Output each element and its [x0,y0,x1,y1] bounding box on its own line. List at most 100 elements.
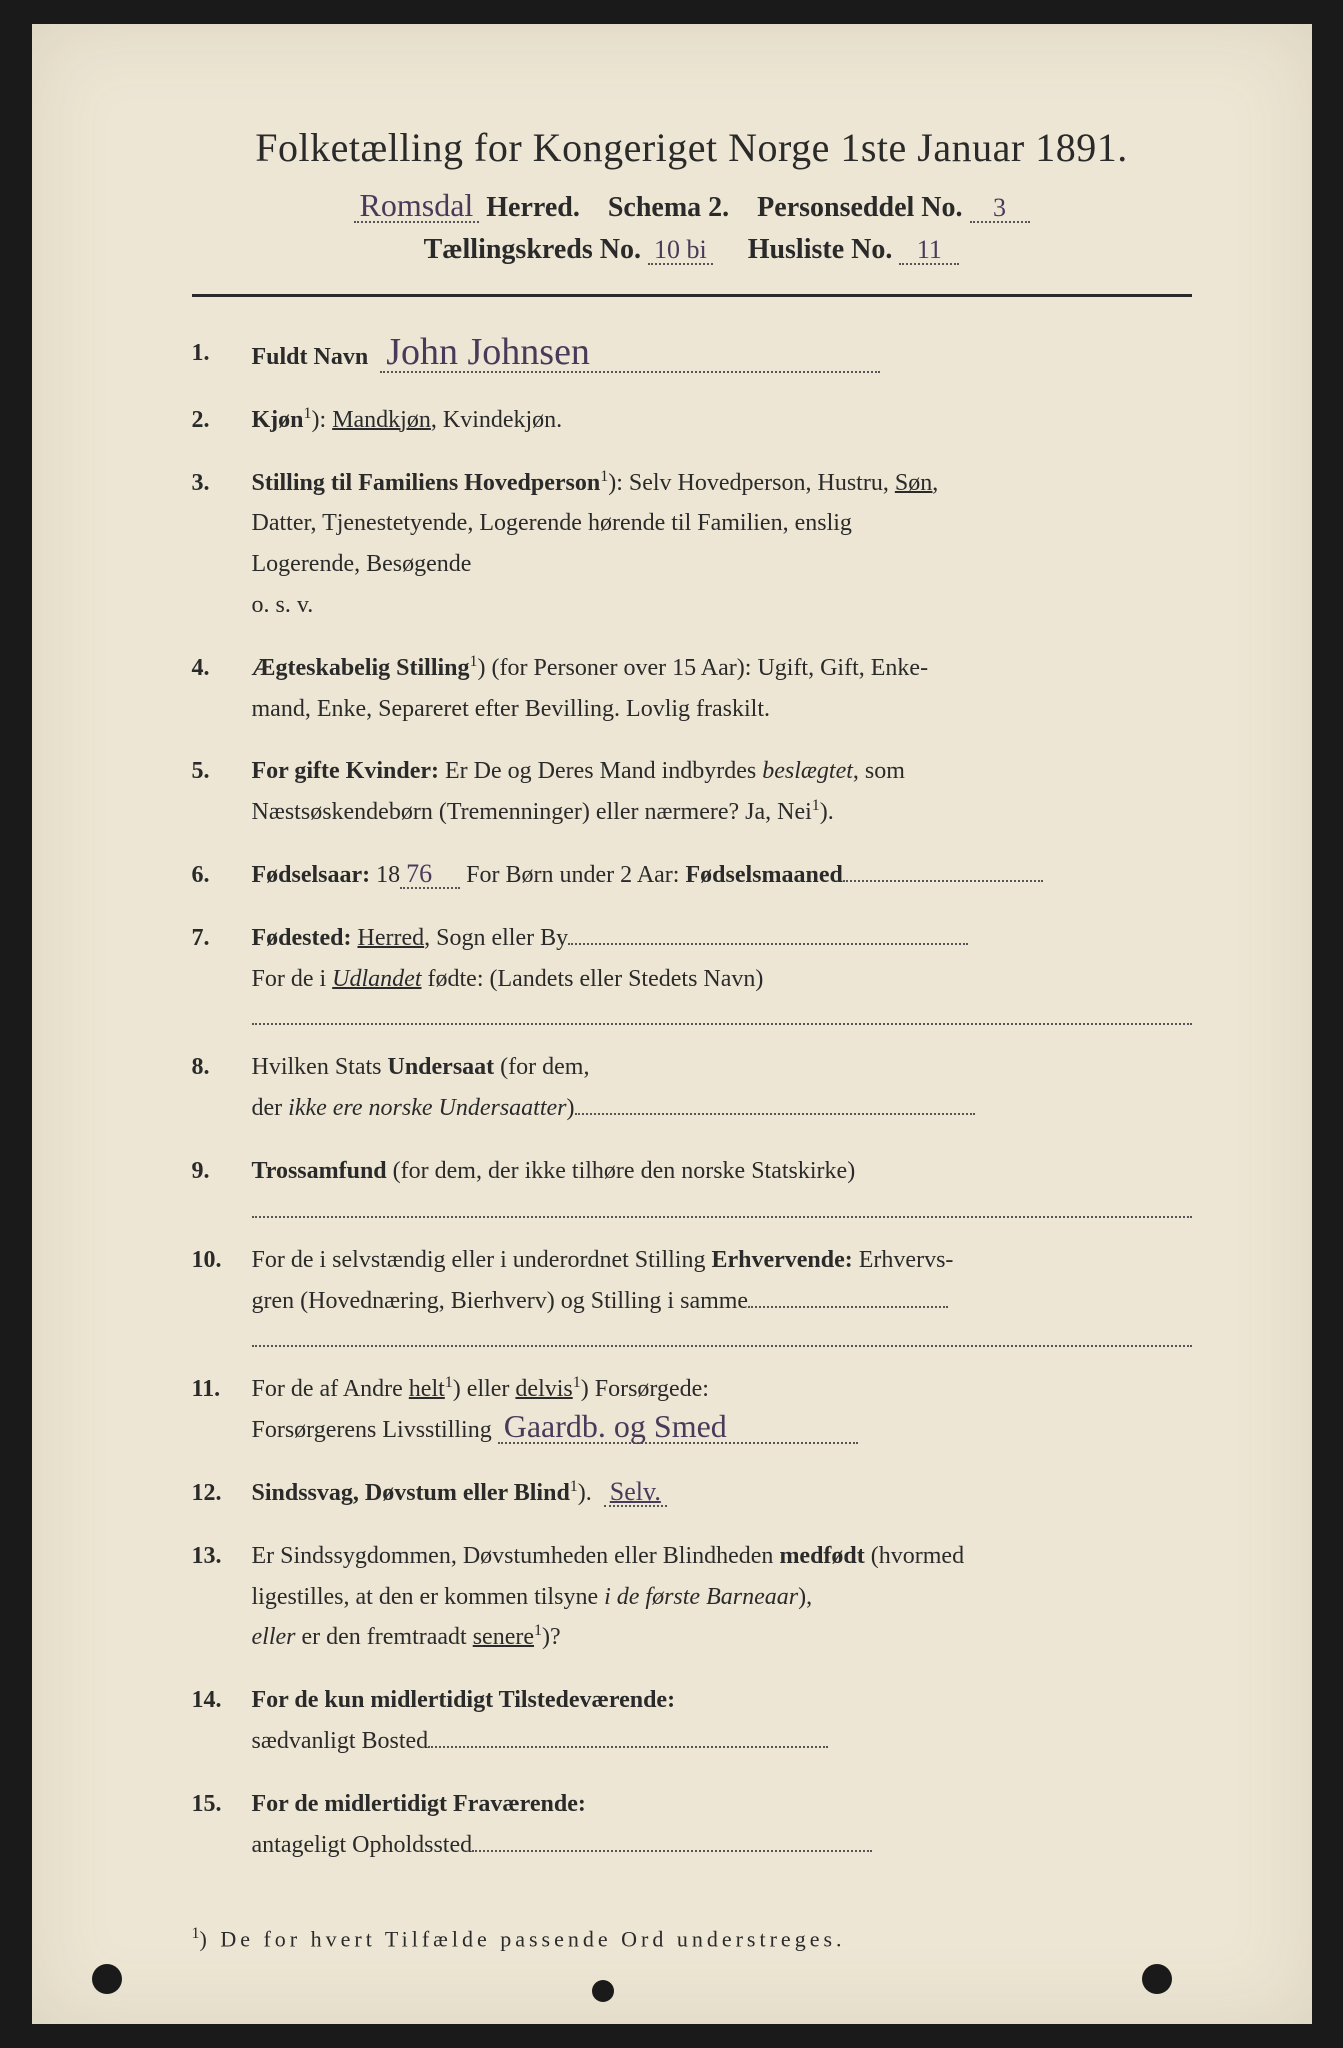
text: ) [567,1095,575,1121]
dotline [472,1834,872,1852]
text: For Børn under 2 Aar: [460,862,685,888]
text: mand, Enke, Separeret efter Bevilling. L… [252,696,771,722]
text: (hvormed [865,1543,964,1569]
text: Forsørgerens Livsstilling [252,1417,492,1443]
dotline [748,1290,948,1308]
subline-2: Tællingskreds No. 10 bi Husliste No. 11 [192,234,1192,266]
entry-9: 9. Trossamfund (for dem, der ikke tilhør… [192,1151,1192,1218]
entry-num: 11. [192,1369,252,1451]
entries-list: 1. Fuldt Navn John Johnsen 2. Kjøn1): Ma… [192,333,1192,1865]
text: Næstsøskendebørn (Tremenninger) eller næ… [252,799,812,825]
entry-4: 4. Ægteskabelig Stilling1) (for Personer… [192,648,1192,730]
dotline [252,1003,1192,1025]
text: Logerende, Besøgende [252,551,472,577]
header-block: Folketælling for Kongeriget Norge 1ste J… [192,124,1192,266]
text: , som [853,758,905,784]
text: For de af Andre [252,1376,409,1402]
text: ), [798,1584,812,1610]
entry-1: 1. Fuldt Navn John Johnsen [192,333,1192,378]
entry-13: 13. Er Sindssygdommen, Døvstumheden elle… [192,1536,1192,1658]
text: ). [820,799,834,825]
divider-rule [192,294,1192,297]
entry-num: 9. [192,1151,252,1218]
entry-body: For de i selvstændig eller i underordnet… [252,1240,1192,1348]
dotline [252,1196,1192,1218]
value-livsstilling: Gaardb. og Smed [498,1410,858,1444]
value-selv: Selv. [604,1479,667,1507]
punch-hole-icon [92,1964,122,1994]
entry-body: For de af Andre helt1) eller delvis1) Fo… [252,1369,1192,1451]
text: )? [542,1624,561,1650]
option-kvindekjon: , Kvindekjøn. [431,407,562,433]
label-stilling: Stilling til Familiens Hovedperson [252,470,601,496]
entry-body: Trossamfund (for dem, der ikke tilhøre d… [252,1151,1192,1218]
entry-body: Sindssvag, Døvstum eller Blind1). Selv. [252,1473,1192,1514]
text: ) Forsørgede: [581,1376,709,1402]
entry-num: 5. [192,751,252,833]
subline-1: Romsdal Herred. Schema 2. Personseddel N… [192,189,1192,224]
entry-body: For gifte Kvinder: Er De og Deres Mand i… [252,751,1192,833]
punch-hole-icon [592,1980,614,2002]
text: er den fremtraadt [295,1624,472,1650]
entry-num: 12. [192,1473,252,1514]
label-fravaerende: For de midlertidigt Fraværende: [252,1791,586,1817]
entry-body: Er Sindssygdommen, Døvstumheden eller Bl… [252,1536,1192,1658]
text: o. s. v. [252,592,314,618]
dotline [252,1325,1192,1347]
option-son: Søn, [895,470,938,496]
sup: 1 [445,1374,453,1391]
option-herred: Herred [357,925,424,951]
footnote-sup: 1 [192,1925,200,1942]
text: Er De og Deres Mand indbyrdes [439,758,762,784]
entry-num: 4. [192,648,252,730]
text: (for Personer over 15 Aar): Ugift, Gift,… [486,655,929,681]
label-fodselsaar: Fødselsaar: [252,862,371,888]
label-erhvervende: Erhvervende: [711,1247,852,1273]
entry-6: 6. Fødselsaar: 1876 For Børn under 2 Aar… [192,855,1192,896]
text: , Sogn eller By [424,925,568,951]
personseddel-label: Personseddel No. [757,192,962,223]
option-helt: helt [409,1376,445,1402]
text-italic: eller [252,1624,296,1650]
text: Er Sindssygdommen, Døvstumheden eller Bl… [252,1543,780,1569]
text: ). [578,1480,592,1506]
label-fodselsmaaned: Fødselsmaaned [685,862,842,888]
entry-body: Hvilken Stats Undersaat (for dem, der ik… [252,1047,1192,1129]
text-italic: beslægtet [762,758,853,784]
text: (for dem, der ikke tilhøre den norske St… [387,1158,856,1184]
option-senere: senere [473,1624,534,1650]
entry-num: 2. [192,400,252,441]
entry-body: Ægteskabelig Stilling1) (for Personer ov… [252,648,1192,730]
entry-14: 14. For de kun midlertidigt Tilstedevære… [192,1680,1192,1762]
entry-body: Stilling til Familiens Hovedperson1): Se… [252,463,1192,626]
option-delvis: delvis [515,1376,572,1402]
punch-hole-icon [1142,1964,1172,1994]
sup: 1 [534,1622,542,1639]
label-aegteskab: Ægteskabelig Stilling [252,655,470,681]
value-name: John Johnsen [380,333,880,373]
husliste-value: 11 [899,237,959,265]
entry-body: For de midlertidigt Fraværende: antageli… [252,1784,1192,1866]
taellingskreds-value: 10 bi [648,237,713,265]
label-gifte-kvinder: For gifte Kvinder: [252,758,440,784]
text: For de i selvstændig eller i underordnet… [252,1247,712,1273]
taellingskreds-label: Tællingskreds No. [424,234,641,265]
entry-7: 7. Fødested: Herred, Sogn eller By For d… [192,918,1192,1026]
herred-label: Herred. [486,192,580,223]
husliste-label: Husliste No. [748,234,893,265]
text: sædvanligt Bosted [252,1728,429,1754]
text: Selv Hovedperson, Hustru, [629,470,895,496]
sup: 1 [573,1374,581,1391]
sup: 1 [570,1478,578,1495]
entry-15: 15. For de midlertidigt Fraværende: anta… [192,1784,1192,1866]
entry-num: 15. [192,1784,252,1866]
entry-5: 5. For gifte Kvinder: Er De og Deres Man… [192,751,1192,833]
dotline [575,1097,975,1115]
schema-label: Schema 2. [608,192,729,223]
text-italic: Udlandet [332,966,421,992]
label-fodested: Fødested: [252,925,352,951]
sup: 1 [470,653,478,670]
entry-2: 2. Kjøn1): Mandkjøn, Kvindekjøn. [192,400,1192,441]
text: ligestilles, at den er kommen tilsyne [252,1584,605,1610]
label-sindssvag: Sindssvag, Døvstum eller Blind [252,1480,570,1506]
